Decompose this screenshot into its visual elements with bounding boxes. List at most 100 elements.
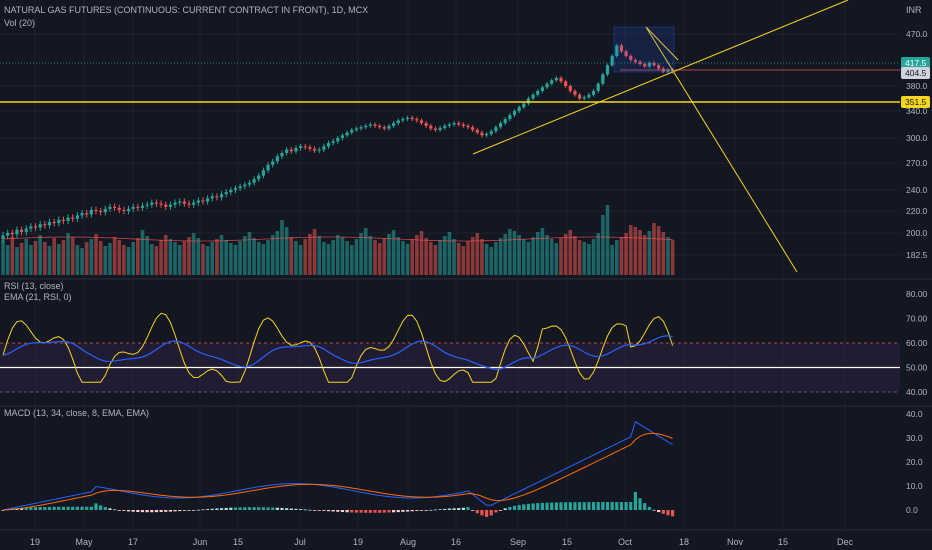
time-tick-label: Aug [400,537,416,547]
macd-histogram-bar [140,510,145,513]
volume-bar [70,237,75,275]
volume-bar [387,234,391,275]
macd-line [2,420,673,511]
macd-histogram-bar [29,507,33,510]
macd-histogram-bar [233,507,238,510]
candle-body [289,149,293,152]
volume-bar [177,245,182,275]
volume-bar [140,230,145,275]
time-axis[interactable]: 19 May 17 Jun 15 Jul 19 Aug 16 Sep 15 Oct 18 Nov 15 Dec [30,537,854,547]
candle-body [192,202,196,205]
candle-body [229,190,233,193]
macd-histogram-bar [498,510,503,511]
volume-bar [628,225,633,275]
volume-bar [535,232,540,275]
volume-bar [112,237,117,275]
volume-bar [452,239,456,275]
macd-histogram-bar [71,506,75,510]
macd-histogram-bar [540,502,544,510]
volume-bar [401,241,405,275]
volume-bar [298,245,303,275]
candle-body [89,209,93,215]
volume-bar [187,237,191,275]
macd-histogram-bar [280,507,284,510]
candle-body [447,124,451,126]
candle-body [43,224,47,226]
price-tick-label: 240.0 [906,185,928,195]
candle-body [80,213,84,216]
macd-histogram-bar [99,505,103,510]
candle-body [164,204,168,207]
candle-body [564,81,568,86]
candle-body [303,146,307,148]
rsi-pane[interactable] [0,312,900,393]
macd-histogram-bar [289,508,293,510]
volume-bar [666,237,670,275]
candle-body [405,117,410,120]
volume-bar [75,245,80,275]
rsi-tick-label: 60.00 [906,338,928,348]
candle-body [85,213,89,215]
volume-bar [84,242,89,275]
volume-bar [284,227,289,275]
uptrend-line[interactable] [472,0,849,155]
macd-histogram-bar [215,508,219,510]
price-tag-label: 417.5 [905,58,927,68]
volume-bar [19,243,24,275]
candle-body [275,156,279,162]
volume-bar [117,240,122,275]
downtrend-line[interactable] [645,26,798,273]
macd-pane[interactable] [1,420,675,517]
candle-body [317,149,321,151]
volume-bar [642,235,647,275]
volume-bar [554,243,559,275]
volume-bar [98,241,103,275]
macd-histogram-bar [666,510,670,516]
macd-histogram-bar [275,507,279,510]
volume-bar [131,242,135,275]
macd-histogram-bar [643,503,647,510]
candle-body [503,119,507,124]
triangle-line [645,26,679,61]
price-pane[interactable] [0,0,900,275]
candle-body [215,196,219,198]
volume-bar [215,239,219,275]
macd-histogram-bar [66,506,70,510]
candle-body [103,208,107,213]
rsi-tick-label: 50.00 [906,363,928,373]
candle-body [331,141,335,143]
candle-body [336,138,340,142]
volume-bar [494,242,498,275]
price-axis[interactable]: 470.0 380.0 340.0 300.0 270.0 240.0 220.0 200.0… [901,29,930,515]
macd-histogram-bar [373,510,377,513]
time-tick-label: Sep [510,537,526,547]
volume-bar [145,236,149,275]
volume-bar [57,244,61,275]
macd-histogram-bar [326,510,331,512]
candle-body [10,233,14,235]
macd-histogram-bar [52,506,56,510]
macd-histogram-bar [113,509,117,511]
candle-body [257,175,261,180]
macd-histogram-bar [573,502,577,510]
macd-histogram-bar [243,507,247,510]
candle-body [480,132,484,136]
candle-body [573,91,577,95]
candle-body [33,226,38,228]
volume-bar [615,240,619,275]
candle-body [373,124,377,126]
candle-body [531,94,535,99]
candle-body [466,125,470,128]
volume-bar [224,240,228,275]
candle-body [238,186,242,189]
selection-box[interactable] [613,26,675,73]
volume-bar [275,231,280,275]
candle-body [517,107,521,111]
candle-body [224,192,228,195]
volume-bar [229,243,233,275]
candle-body [633,60,637,62]
candle-body [485,133,489,136]
macd-histogram-bar [489,510,493,516]
